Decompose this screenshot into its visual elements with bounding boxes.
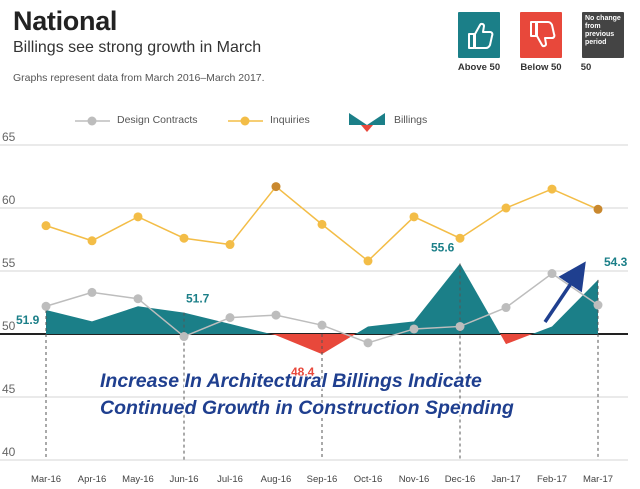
inquiries-point bbox=[593, 204, 603, 214]
billings-area-below bbox=[500, 334, 506, 345]
design-contracts-point bbox=[547, 269, 557, 279]
legend-design-dot bbox=[87, 116, 97, 126]
billings-area-above bbox=[552, 279, 598, 334]
x-tick-label: Jul-16 bbox=[217, 474, 243, 485]
inquiries-point bbox=[501, 203, 511, 213]
page-title: National bbox=[13, 6, 118, 36]
x-tick-label: Nov-16 bbox=[399, 474, 430, 485]
design-contracts-point bbox=[41, 301, 51, 311]
page-subtitle: Billings see strong growth in March bbox=[13, 39, 262, 56]
y-tick-label: 50 bbox=[2, 319, 16, 333]
billings-area-above bbox=[138, 306, 184, 334]
billings-data-label: 51.9 bbox=[16, 313, 40, 327]
design-contracts-point bbox=[133, 294, 143, 304]
design-contracts-point bbox=[87, 287, 97, 297]
billings-area-below bbox=[270, 334, 276, 336]
overlay-caption-line-1: Increase In Architectural Billings Indic… bbox=[100, 370, 482, 392]
inquiries-point bbox=[271, 182, 281, 192]
inquiries-point bbox=[317, 219, 327, 229]
legend-inquiries-dot bbox=[240, 116, 250, 126]
x-tick-label: Oct-16 bbox=[354, 474, 383, 485]
y-tick-label: 60 bbox=[2, 193, 16, 207]
billings-data-label: 51.7 bbox=[186, 292, 210, 306]
thumbs-up-icon bbox=[468, 22, 494, 49]
no-change-label: 50 bbox=[580, 62, 592, 73]
x-tick-label: Mar-17 bbox=[583, 474, 613, 485]
x-tick-label: Dec-16 bbox=[445, 474, 476, 485]
billings-area-above bbox=[92, 306, 138, 334]
legend-billings-label: Billings bbox=[394, 114, 428, 126]
legend-billings-below-mark bbox=[361, 125, 373, 132]
overlay-caption-line-2: Continued Growth in Construction Spendin… bbox=[100, 397, 514, 419]
above-50-badge bbox=[458, 12, 500, 58]
data-note: Graphs represent data from March 2016–Ma… bbox=[13, 72, 265, 84]
x-tick-label: Feb-17 bbox=[537, 474, 567, 485]
x-tick-label: May-16 bbox=[122, 474, 154, 485]
thumbs-down-icon bbox=[530, 21, 556, 48]
inquiries-point bbox=[363, 256, 373, 266]
x-tick-label: Apr-16 bbox=[78, 474, 107, 485]
y-tick-label: 45 bbox=[2, 382, 16, 396]
design-contracts-point bbox=[271, 310, 281, 320]
legend-billings-above-mark bbox=[349, 113, 385, 125]
legend-design-label: Design Contracts bbox=[117, 114, 198, 126]
no-change-badge: No change from previous period bbox=[582, 12, 624, 58]
design-contracts-point bbox=[225, 313, 235, 323]
y-tick-label: 65 bbox=[2, 130, 16, 144]
billings-data-label: 54.3 bbox=[604, 255, 628, 269]
inquiries-point bbox=[455, 233, 465, 243]
x-tick-label: Jan-17 bbox=[491, 474, 520, 485]
billings-area-below bbox=[322, 334, 356, 355]
inquiries-point bbox=[133, 212, 143, 222]
design-contracts-point bbox=[317, 320, 327, 330]
billings-area-above bbox=[46, 310, 92, 334]
trend-arrow bbox=[543, 261, 586, 323]
billings-area-above bbox=[532, 326, 552, 334]
design-contracts-point bbox=[179, 332, 189, 342]
billings-data-label: 48.4 bbox=[291, 365, 315, 379]
design-contracts-point bbox=[409, 324, 419, 334]
design-contracts-point bbox=[501, 303, 511, 313]
x-tick-label: Sep-16 bbox=[307, 474, 338, 485]
billings-area-above bbox=[184, 312, 230, 334]
inquiries-point bbox=[409, 212, 419, 222]
y-tick-label: 40 bbox=[2, 445, 16, 459]
inquiries-point bbox=[41, 221, 51, 231]
billings-area-above bbox=[414, 263, 460, 334]
x-tick-label: Jun-16 bbox=[169, 474, 198, 485]
billings-data-label: 55.6 bbox=[431, 240, 455, 254]
x-tick-label: Mar-16 bbox=[31, 474, 61, 485]
design-contracts-point bbox=[363, 338, 373, 348]
design-contracts-point bbox=[455, 321, 465, 331]
billings-area-below bbox=[506, 334, 533, 345]
billings-area-above bbox=[230, 323, 271, 334]
inquiries-point bbox=[547, 184, 557, 194]
no-change-text: No change from previous period bbox=[585, 15, 621, 46]
legend-inquiries-label: Inquiries bbox=[270, 114, 310, 126]
x-tick-label: Aug-16 bbox=[261, 474, 292, 485]
inquiries-point bbox=[225, 240, 235, 250]
below-50-badge bbox=[520, 12, 562, 58]
billings-area-above bbox=[355, 326, 368, 334]
billings-area-above bbox=[460, 263, 501, 334]
above-50-label: Above 50 bbox=[457, 62, 501, 73]
inquiries-point bbox=[87, 236, 97, 246]
below-50-label: Below 50 bbox=[520, 62, 562, 73]
billings-area-below bbox=[276, 334, 322, 355]
billings-area-above bbox=[368, 321, 414, 334]
y-tick-label: 55 bbox=[2, 256, 16, 270]
design-contracts-point bbox=[593, 300, 603, 310]
inquiries-point bbox=[179, 233, 189, 243]
